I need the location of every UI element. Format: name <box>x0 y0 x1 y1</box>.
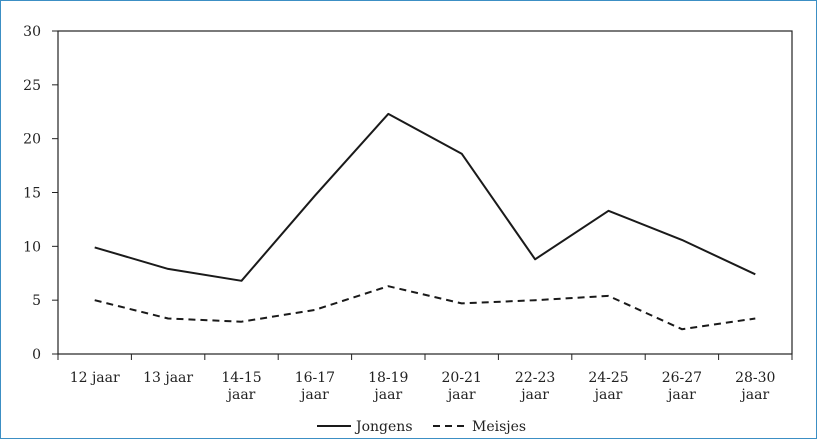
x-tick-label: jaar <box>519 387 549 403</box>
x-tick-label: 26-27 <box>662 370 702 386</box>
y-tick-label: 0 <box>32 347 41 363</box>
x-tick-label: 13 jaar <box>143 370 193 386</box>
y-tick-label: 30 <box>23 24 41 40</box>
y-tick-label: 25 <box>23 78 41 94</box>
x-tick-label: 16-17 <box>295 370 335 386</box>
x-tick-label: jaar <box>739 387 769 403</box>
legend-label-jongens: Jongens <box>354 419 413 435</box>
y-tick-label: 5 <box>32 293 41 309</box>
x-tick-label: 22-23 <box>515 370 555 386</box>
y-axis: 0 5 10 15 20 25 30 <box>23 24 58 363</box>
y-tick-label: 10 <box>23 239 41 255</box>
legend-label-meisjes: Meisjes <box>472 419 526 435</box>
x-tick-label: 20-21 <box>442 370 482 386</box>
plot-area <box>57 30 793 355</box>
series-layer <box>94 112 756 331</box>
x-tick-label: jaar <box>666 387 696 403</box>
y-tick-label: 20 <box>23 132 41 148</box>
x-tick-label: jaar <box>226 387 256 403</box>
series-line-meisjes <box>94 285 756 331</box>
series-line-jongens <box>94 112 756 282</box>
x-tick-label: jaar <box>299 387 329 403</box>
x-tick-label: jaar <box>593 387 623 403</box>
x-tick-label: jaar <box>446 387 476 403</box>
legend: Jongens Meisjes <box>317 419 526 435</box>
x-axis: 12 jaar 13 jaar 14-15jaar16-17jaar18-19jaa… <box>57 354 793 403</box>
x-tick-label: 24-25 <box>588 370 628 386</box>
x-tick-label: 28-30 <box>735 370 775 386</box>
y-tick-label: 15 <box>23 186 41 202</box>
x-tick-label: jaar <box>372 387 402 403</box>
x-tick-label: 14-15 <box>221 370 261 386</box>
x-tick-label: 18-19 <box>368 370 408 386</box>
x-tick-label: 12 jaar <box>70 370 120 386</box>
